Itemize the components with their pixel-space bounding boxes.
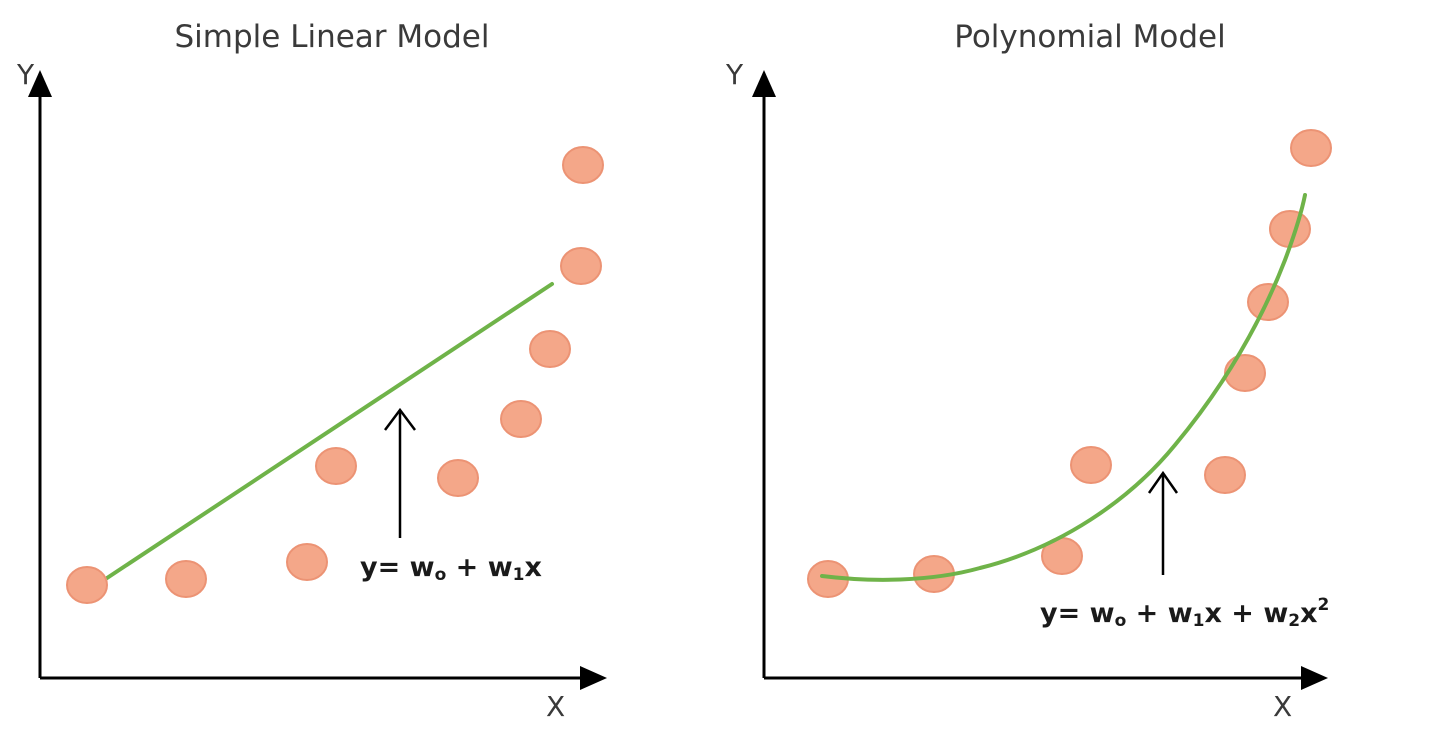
linear-equation: y= wo + w1x: [360, 552, 542, 585]
data-point: [560, 247, 602, 285]
polynomial-fit-curve: [820, 193, 1307, 582]
data-point: [1070, 446, 1112, 484]
panel-polynomial: Polynomial Model Y X y= wo + w1x + w2x2: [725, 19, 1332, 723]
data-point: [66, 566, 108, 604]
y-axis-arrowhead: [28, 70, 52, 97]
data-point: [562, 146, 604, 184]
y-axis-label: Y: [16, 58, 35, 91]
y-axis-arrowhead: [752, 70, 776, 97]
x-axis-label: X: [1273, 690, 1292, 723]
data-point: [1204, 456, 1246, 494]
data-point: [286, 543, 328, 581]
panel-linear: Simple Linear Model Y X y= wo + w1x: [16, 19, 607, 723]
pointer-arrow-head: [384, 407, 416, 431]
data-point: [500, 400, 542, 438]
data-point: [165, 560, 207, 598]
data-point: [437, 459, 479, 497]
data-point: [315, 447, 357, 485]
x-axis-arrowhead: [1301, 666, 1328, 690]
data-point: [1290, 129, 1332, 167]
data-point: [529, 330, 571, 368]
x-axis-label: X: [546, 690, 565, 723]
data-point: [1224, 354, 1266, 392]
panel-title: Polynomial Model: [954, 19, 1225, 55]
linear-fit-line: [102, 282, 554, 582]
pointer-arrow-head: [1147, 470, 1179, 494]
y-axis-label: Y: [725, 58, 744, 91]
panel-title: Simple Linear Model: [175, 19, 490, 55]
polynomial-equation: y= wo + w1x + w2x2: [1040, 595, 1329, 631]
x-axis-arrowhead: [580, 666, 607, 690]
